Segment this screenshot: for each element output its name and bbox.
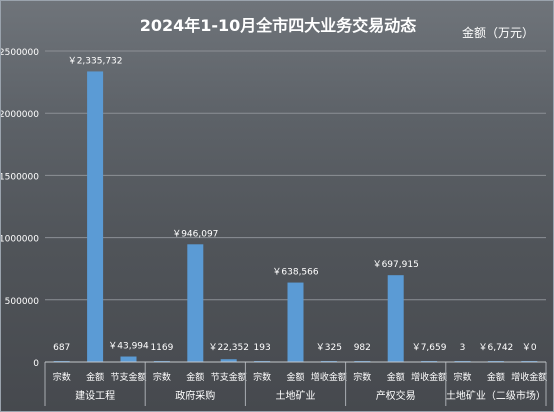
x-tick-label: 金额 xyxy=(487,371,505,383)
x-tick-label: 增收金额 xyxy=(411,371,447,383)
x-tick-label: 宗数 xyxy=(53,371,71,383)
data-label: ￥325 xyxy=(316,343,342,353)
data-label: ￥697,915 xyxy=(373,260,419,270)
data-label: ￥638,566 xyxy=(272,268,318,278)
bar xyxy=(287,282,304,362)
x-tick-label: 宗数 xyxy=(253,371,271,383)
group-label: 政府采购 xyxy=(175,389,215,402)
chart-title: 2024年1-10月全市四大业务交易动态 xyxy=(140,16,417,35)
data-label: ￥946,097 xyxy=(172,229,218,239)
bar xyxy=(187,244,204,362)
x-tick-label: 宗数 xyxy=(353,371,371,383)
group-label: 产权交易 xyxy=(376,389,416,402)
y-tick-label: 2500000 xyxy=(1,48,39,58)
y-tick-label: 1500000 xyxy=(1,172,39,182)
data-label: ￥7,659 xyxy=(412,343,447,353)
data-label: ￥2,335,732 xyxy=(68,56,123,66)
y-tick-label: 500000 xyxy=(5,297,40,307)
bar xyxy=(387,275,404,362)
x-tick-label: 金额 xyxy=(286,371,304,383)
x-tick-label: 增收金额 xyxy=(511,371,547,383)
data-label: ￥43,994 xyxy=(108,342,149,352)
y-tick-label: 2000000 xyxy=(1,110,39,120)
bars xyxy=(53,71,538,362)
x-tick-label: 宗数 xyxy=(453,371,471,383)
bar xyxy=(87,71,104,362)
x-tick-label: 金额 xyxy=(86,371,104,383)
x-tick-label: 节支金额 xyxy=(110,371,146,383)
data-label: 687 xyxy=(53,343,70,353)
data-label: ￥22,352 xyxy=(208,343,249,353)
x-tick-label: 宗数 xyxy=(153,371,171,383)
x-tick-label: 增收金额 xyxy=(311,371,347,383)
data-label: ￥6,742 xyxy=(479,343,514,353)
x-tick-label: 金额 xyxy=(387,371,405,383)
bar xyxy=(220,359,237,362)
y-tick-label: 1000000 xyxy=(1,235,39,245)
group-label: 土地矿业 xyxy=(276,389,316,402)
x-tick-label: 金额 xyxy=(186,371,204,383)
bar xyxy=(120,356,137,362)
data-label: 1169 xyxy=(150,343,173,353)
y-tick-label: 0 xyxy=(33,359,39,369)
group-label: 建设工程 xyxy=(75,389,115,402)
data-label: ￥0 xyxy=(522,343,537,353)
data-label: 193 xyxy=(254,343,271,353)
y-axis: 0 500000 1000000 1500000 2000000 2500000 xyxy=(1,48,39,369)
group-label: 土地矿业（二级市场） xyxy=(446,389,546,402)
data-labels: 687 ￥2,335,732 ￥43,994 1169 ￥946,097 ￥22,352 1… xyxy=(53,56,537,353)
x-tick-label: 节支金额 xyxy=(211,371,247,383)
unit-label: 金额（万元） xyxy=(462,25,534,40)
data-label: 982 xyxy=(354,343,371,353)
data-label: 3 xyxy=(460,343,466,353)
